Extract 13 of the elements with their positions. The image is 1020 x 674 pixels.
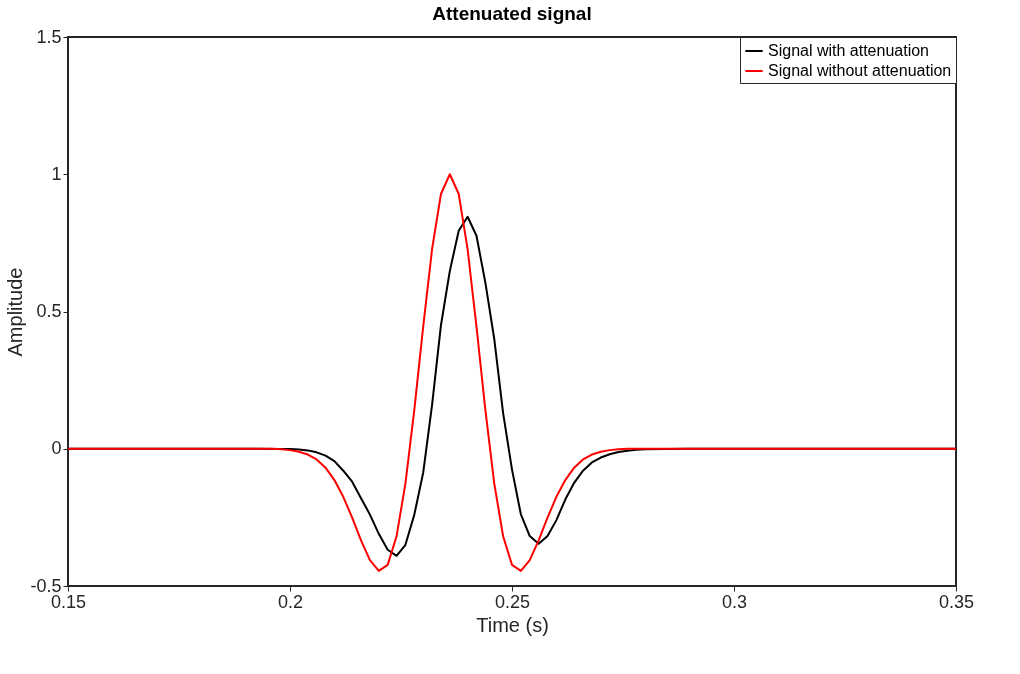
x-axis-title: Time (s) <box>476 613 549 636</box>
y-tick-label: 1 <box>51 163 62 184</box>
legend-label: Signal without attenuation <box>768 62 952 79</box>
y-axis-title: Amplitude <box>4 267 27 357</box>
chart-title: Attenuated signal <box>432 3 592 24</box>
y-tick-label: 0.5 <box>36 301 62 321</box>
y-tick-label: 1.5 <box>36 26 62 47</box>
x-tick-label: 0.3 <box>721 591 748 612</box>
x-tick-label: 0.35 <box>938 591 975 612</box>
x-tick-label: 0.25 <box>494 591 531 612</box>
y-tick-label: 0 <box>51 438 62 459</box>
legend-label: Signal with attenuation <box>768 42 929 59</box>
x-tick-label: 0.2 <box>277 591 304 612</box>
